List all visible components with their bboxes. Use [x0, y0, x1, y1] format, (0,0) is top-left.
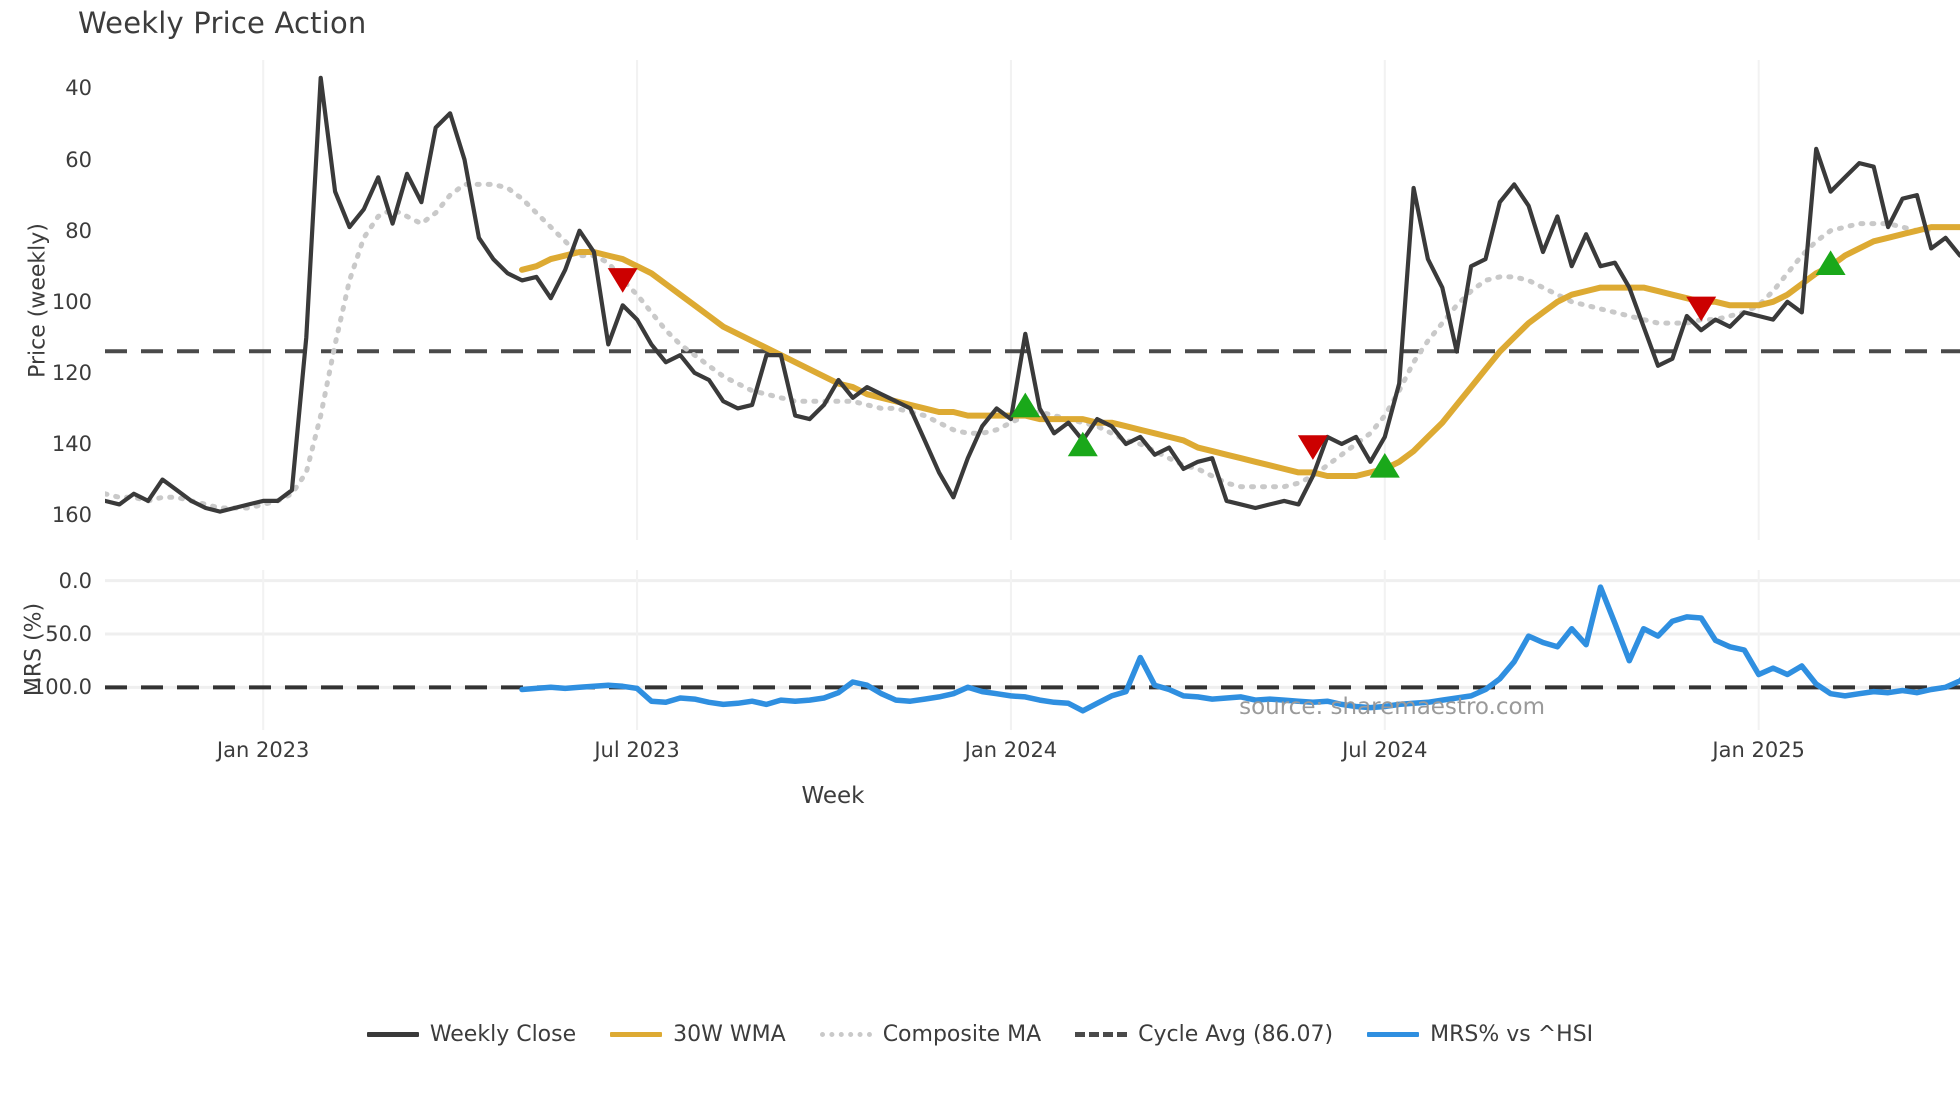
- legend-label: Cycle Avg (86.07): [1138, 1022, 1334, 1047]
- price-plot: [105, 60, 1960, 540]
- legend-label: MRS% vs ^HSI: [1430, 1022, 1594, 1047]
- x-axis-title: Week: [801, 783, 865, 809]
- series-30w-wma: [519, 224, 1960, 479]
- legend-swatch-icon: [819, 1032, 872, 1037]
- legend-label: Composite MA: [882, 1022, 1042, 1047]
- series-weekly-close: [105, 75, 1960, 514]
- legend-item[interactable]: 30W WMA: [610, 1022, 786, 1047]
- sell-marker-5: [1686, 296, 1717, 322]
- price-y-tick: 140: [51, 432, 92, 456]
- x-tick: Jan 2023: [216, 738, 310, 762]
- buy-marker-4: [1369, 453, 1400, 478]
- chart-legend: Weekly Close 30W WMA Composite MA Cycle Avg…: [0, 1022, 1960, 1047]
- series-composite-ma: [105, 181, 1934, 511]
- legend-item[interactable]: Weekly Close: [366, 1022, 577, 1047]
- x-tick: Jul 2024: [1342, 738, 1428, 762]
- sell-marker-3: [1297, 435, 1328, 460]
- price-y-tick: 160: [51, 503, 92, 528]
- legend-item[interactable]: Composite MA: [819, 1022, 1042, 1047]
- mrs-panel: [105, 570, 1960, 730]
- legend-label: Weekly Close: [429, 1022, 577, 1047]
- buy-marker-1: [1010, 392, 1041, 418]
- buy-marker-2: [1067, 431, 1098, 457]
- legend-swatch-icon: [610, 1032, 663, 1037]
- buy-marker-6: [1815, 250, 1846, 275]
- price-y-tick: 60: [65, 147, 92, 172]
- chart-title: Weekly Price Action: [78, 6, 367, 40]
- series-mrs-percent: [519, 584, 1960, 714]
- legend-label: 30W WMA: [673, 1022, 786, 1047]
- legend-swatch-icon: [366, 1032, 419, 1037]
- sell-marker-0: [607, 268, 638, 293]
- source-watermark: source: sharemaestro.com: [1239, 694, 1545, 720]
- x-tick: Jan 2025: [1712, 738, 1805, 762]
- price-panel: [105, 60, 1960, 540]
- price-y-tick: 120: [51, 360, 92, 385]
- legend-swatch-icon: [1367, 1032, 1420, 1037]
- mrs-y-tick: 0.0: [58, 568, 92, 593]
- x-tick: Jul 2023: [594, 738, 680, 762]
- mrs-y-tick: 100.0: [31, 675, 92, 700]
- legend-item[interactable]: MRS% vs ^HSI: [1367, 1022, 1593, 1047]
- legend-item[interactable]: Cycle Avg (86.07): [1075, 1022, 1333, 1047]
- mrs-plot: [105, 570, 1960, 730]
- legend-swatch-icon: [1075, 1032, 1128, 1037]
- price-y-tick: 100: [51, 289, 92, 314]
- price-y-tick: 80: [65, 218, 92, 243]
- x-tick: Jan 2024: [964, 738, 1058, 762]
- mrs-y-tick: 50.0: [45, 622, 92, 646]
- price-y-tick: 40: [65, 76, 92, 101]
